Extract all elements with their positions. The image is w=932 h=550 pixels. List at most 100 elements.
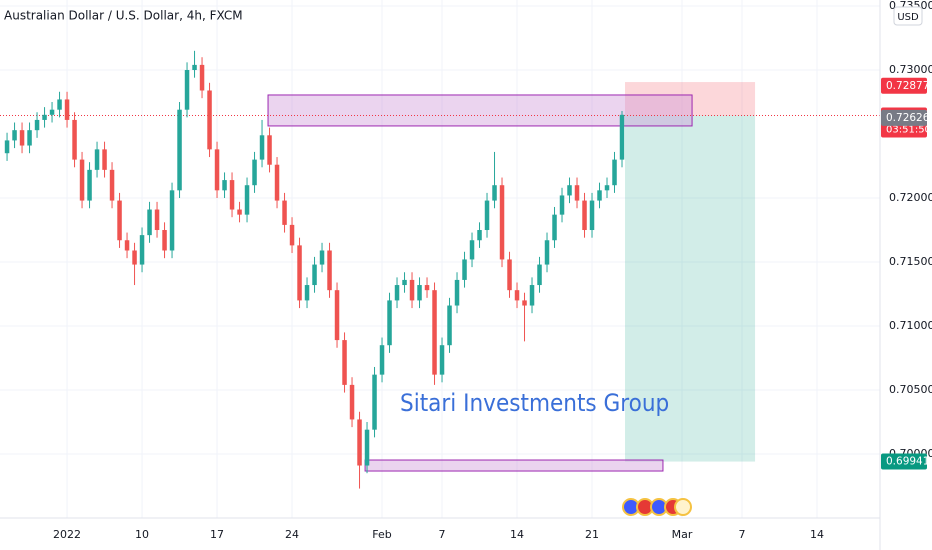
candle-body <box>102 149 107 170</box>
candle-body <box>357 419 362 466</box>
candle-body <box>64 99 70 120</box>
candle-body <box>447 305 452 346</box>
candle-body <box>379 345 385 375</box>
candle-body <box>514 290 520 301</box>
candle-body <box>289 224 295 246</box>
candle-body <box>27 130 32 146</box>
candle-body <box>147 209 152 236</box>
candle-body <box>214 149 220 191</box>
x-tick-label: Mar <box>672 528 693 541</box>
candle-body <box>154 209 160 231</box>
candle-body <box>372 374 377 430</box>
candle-body <box>304 285 310 301</box>
candle-body <box>439 345 445 375</box>
candles <box>4 50 625 489</box>
candle-body <box>529 285 535 306</box>
candle-body <box>94 149 100 170</box>
candle-body <box>402 279 407 286</box>
price-label: 0.72877 <box>886 80 929 92</box>
x-tick-label: 21 <box>585 528 599 541</box>
y-tick-label: 0.72000 <box>889 191 932 204</box>
candle-body <box>274 164 280 201</box>
candle-body <box>574 185 580 201</box>
y-tick-label: 0.70500 <box>889 383 932 396</box>
candle-body <box>394 285 400 301</box>
candle-body <box>364 429 370 466</box>
candle-body <box>267 135 272 165</box>
candle-body <box>342 340 347 385</box>
candle-body <box>597 190 602 201</box>
x-tick-label: Feb <box>372 528 391 541</box>
price-label: 0.72626 <box>886 112 930 124</box>
candle-body <box>244 185 250 215</box>
candle-body <box>79 159 85 201</box>
candle-body <box>454 279 460 306</box>
price-label: 0.69941 <box>886 456 929 468</box>
candle-body <box>522 300 527 306</box>
x-tick-label: 7 <box>739 528 746 541</box>
event-icons <box>622 498 692 516</box>
candle-body <box>207 90 212 150</box>
candle-body <box>582 200 587 231</box>
chart-title: Australian Dollar / U.S. Dollar, 4h, FXC… <box>4 9 243 23</box>
watermark: Sitari Investments Group <box>400 389 669 417</box>
candle-body <box>4 140 10 154</box>
candle-body <box>327 250 332 291</box>
candle-body <box>42 114 47 120</box>
x-tick-label: 2022 <box>53 528 81 541</box>
candle-body <box>567 185 572 196</box>
candle-body <box>222 180 227 191</box>
y-tick-label: 0.73000 <box>889 63 932 76</box>
candle-body <box>544 240 550 265</box>
y-tick-label: 0.71000 <box>889 319 932 332</box>
candle-body <box>462 259 467 280</box>
candle-body <box>484 200 490 231</box>
grid <box>0 0 880 518</box>
candle-body <box>417 285 422 301</box>
candle-body <box>492 185 497 201</box>
candle-body <box>499 185 505 260</box>
x-tick-label: 7 <box>439 528 446 541</box>
candle-body <box>177 109 182 191</box>
candle-body <box>259 135 265 160</box>
candle-body <box>469 240 475 260</box>
candle-body <box>34 119 40 131</box>
event-icon[interactable] <box>674 498 692 516</box>
candle-body <box>237 209 242 215</box>
zone <box>267 94 693 127</box>
candle-body <box>162 230 167 251</box>
candle-body <box>334 290 340 341</box>
candle-body <box>409 279 415 301</box>
x-tick-label: 14 <box>510 528 524 541</box>
candle-body <box>19 130 25 146</box>
candle-body <box>619 114 625 160</box>
candle-body <box>132 250 137 265</box>
candle-body <box>432 290 437 375</box>
overlays <box>0 82 880 472</box>
candle-body <box>604 185 610 191</box>
target-area <box>625 115 756 462</box>
candle-body <box>424 285 430 291</box>
candle-body <box>297 245 302 301</box>
candle-body <box>72 119 77 160</box>
candle-body <box>537 264 542 286</box>
candle-body <box>252 159 257 186</box>
candle-body <box>612 159 617 186</box>
candle-body <box>109 169 115 201</box>
x-tick-label: 17 <box>210 528 224 541</box>
candle-body <box>57 99 62 110</box>
candle-body <box>117 200 122 241</box>
candle-body <box>199 64 205 91</box>
candle-body <box>139 235 145 265</box>
countdown: 03:51:50 <box>886 124 931 135</box>
candle-body <box>319 250 325 265</box>
currency: USD <box>897 12 919 23</box>
currency-badge[interactable] <box>893 6 923 26</box>
price-badge <box>881 109 927 126</box>
candle-body <box>559 195 565 215</box>
x-tick-label: 14 <box>810 528 824 541</box>
candle-body <box>169 190 175 251</box>
candle-body <box>12 130 17 141</box>
